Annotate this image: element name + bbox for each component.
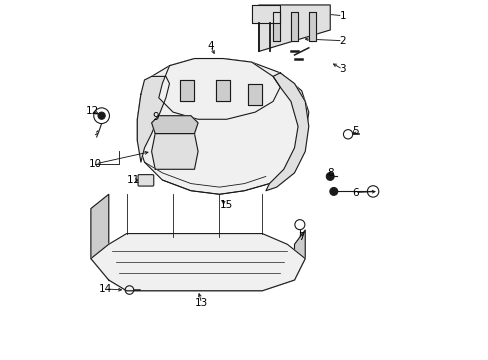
Text: 4: 4 [207, 41, 213, 51]
Text: 5: 5 [351, 126, 358, 136]
Polygon shape [272, 12, 280, 41]
Circle shape [325, 172, 333, 180]
Polygon shape [151, 116, 198, 134]
Polygon shape [91, 244, 294, 291]
Text: 13: 13 [195, 298, 208, 308]
Polygon shape [258, 5, 329, 51]
Polygon shape [216, 80, 230, 102]
Text: 2: 2 [339, 36, 346, 46]
Text: 11: 11 [127, 175, 140, 185]
Polygon shape [180, 80, 194, 102]
Polygon shape [137, 59, 308, 194]
Polygon shape [151, 134, 198, 169]
Text: 9: 9 [152, 112, 158, 122]
Polygon shape [251, 5, 280, 23]
Polygon shape [308, 12, 315, 41]
Circle shape [329, 188, 337, 195]
FancyBboxPatch shape [138, 175, 153, 186]
Text: 1: 1 [339, 11, 346, 21]
Text: 6: 6 [351, 188, 358, 198]
Polygon shape [247, 84, 262, 105]
Text: 8: 8 [326, 168, 333, 178]
Text: 15: 15 [220, 200, 233, 210]
Text: 14: 14 [99, 284, 112, 294]
Polygon shape [137, 76, 169, 162]
Polygon shape [290, 12, 298, 41]
Polygon shape [91, 234, 305, 291]
Polygon shape [265, 73, 308, 191]
Polygon shape [91, 194, 108, 258]
Text: 3: 3 [339, 64, 346, 74]
Text: 10: 10 [88, 159, 102, 169]
Polygon shape [159, 59, 280, 119]
Polygon shape [294, 230, 305, 280]
Circle shape [98, 112, 105, 119]
Text: 12: 12 [86, 106, 99, 116]
Text: 7: 7 [298, 232, 305, 242]
